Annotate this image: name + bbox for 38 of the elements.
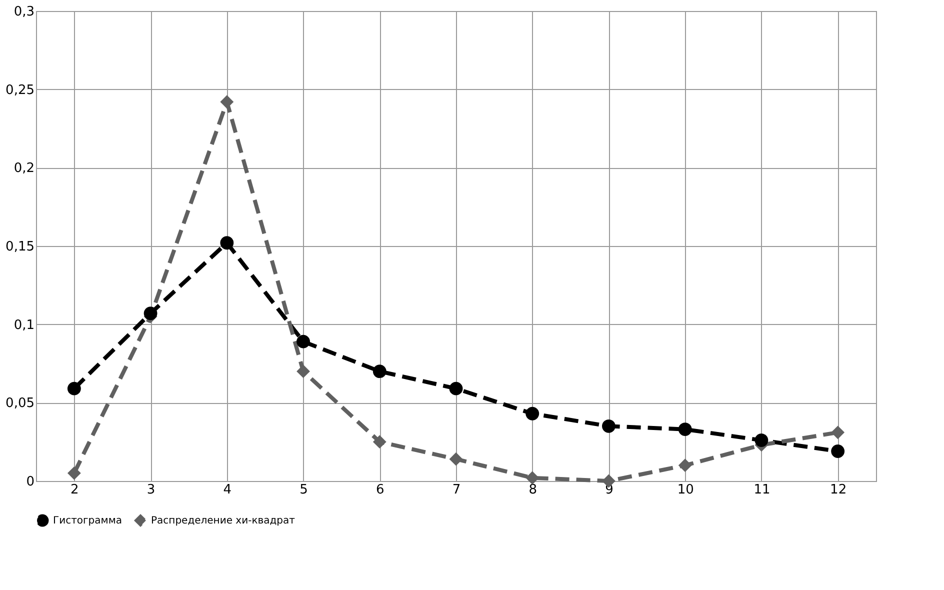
x-tick-label: 12 (830, 482, 847, 498)
x-tick-label: 10 (677, 482, 694, 498)
x-tick-label: 3 (146, 482, 156, 498)
point (372, 364, 386, 378)
x-tick-label: 8 (528, 482, 538, 498)
y-tick-label: 0,05 (6, 396, 34, 412)
point (144, 306, 158, 320)
x-tick-label: 7 (452, 482, 461, 498)
y-tick-label: 0 (26, 474, 34, 490)
point (67, 382, 81, 396)
legend-label: Распределение хи-квадрат (151, 516, 296, 527)
point (526, 471, 540, 485)
point (449, 382, 463, 396)
point (296, 364, 310, 378)
x-tick-label: 6 (376, 482, 384, 498)
point (678, 458, 692, 472)
y-tick-label: 0,3 (14, 4, 34, 20)
point (220, 236, 234, 250)
point (831, 426, 845, 440)
point (220, 95, 234, 109)
point (296, 334, 310, 348)
point (754, 434, 768, 447)
y-tick-label: 0,25 (6, 82, 34, 98)
y-tick-label: 0,1 (14, 318, 34, 333)
point (67, 466, 81, 480)
point (831, 444, 845, 458)
y-tick-label: 0,15 (6, 240, 34, 254)
x-tick-label: 5 (300, 482, 308, 498)
point (678, 422, 692, 436)
x-tick-label: 11 (754, 482, 770, 498)
point (602, 419, 616, 433)
point (526, 406, 540, 420)
y-tick-label: 0,2 (14, 161, 34, 176)
point (372, 435, 386, 449)
x-tick-label: 4 (223, 482, 232, 498)
x-tick-label: 2 (70, 482, 79, 498)
legend-label: Гистограмма (53, 516, 122, 527)
point (449, 452, 463, 466)
